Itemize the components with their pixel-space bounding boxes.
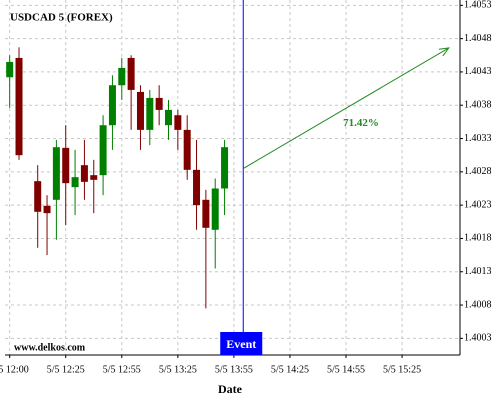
- y-tick-label: 1.4003: [464, 333, 492, 344]
- event-box: [220, 332, 263, 355]
- x-tick-label: 5/5 14:55: [327, 364, 365, 375]
- candle-body: [6, 61, 14, 78]
- x-tick-label: 5/5 13:25: [159, 364, 197, 375]
- y-tick-label: 1.4028: [464, 166, 492, 177]
- candle-body: [90, 175, 98, 180]
- y-tick-label: 1.4053: [464, 0, 492, 11]
- candle-body: [99, 125, 107, 176]
- x-tick-label: 5/5 14:25: [271, 364, 309, 375]
- candle-body: [43, 205, 51, 214]
- x-tick-label: 5/5 15:25: [383, 364, 421, 375]
- y-tick-label: 1.4008: [464, 299, 492, 310]
- y-tick-label: 1.4023: [464, 199, 492, 210]
- y-tick-label: 1.4048: [464, 33, 492, 44]
- candle-body: [118, 67, 126, 86]
- y-tick-label: 1.4043: [464, 66, 492, 77]
- candle-body: [211, 188, 219, 230]
- x-tick-label: 5/5 12:00: [0, 364, 29, 375]
- projection-arrow: [242, 47, 450, 169]
- watermark: www.delkos.com: [14, 342, 86, 353]
- x-tick-label: 5/5 13:55: [215, 364, 253, 375]
- y-tick-label: 1.4033: [464, 133, 492, 144]
- candle-body: [146, 97, 154, 130]
- arrow-head: [438, 47, 450, 57]
- candle-body: [80, 165, 88, 182]
- candle-body: [174, 115, 182, 130]
- y-tick-label: 1.4018: [464, 233, 492, 244]
- candle-body: [34, 181, 42, 212]
- candle-body: [127, 57, 135, 90]
- arrow-label: 71.42%: [343, 117, 379, 129]
- y-tick-label: 1.4038: [464, 100, 492, 111]
- candle-body: [136, 91, 144, 130]
- x-tick-label: 5/5 12:55: [103, 364, 141, 375]
- event-label: Event: [226, 337, 256, 351]
- candle-body: [71, 177, 79, 188]
- y-tick-label: 1.4013: [464, 266, 492, 277]
- candle-body: [221, 147, 229, 189]
- candle-body: [155, 97, 163, 110]
- candle-body: [202, 199, 210, 228]
- candle-body: [62, 147, 70, 184]
- x-tick-label: 5/5 12:25: [47, 364, 85, 375]
- candle-body: [52, 147, 60, 200]
- candle-body: [193, 169, 201, 206]
- candle-body: [108, 85, 116, 126]
- chart-title: USDCAD 5 (FOREX): [10, 12, 113, 24]
- candle-body: [183, 129, 191, 170]
- candle-body: [15, 57, 23, 156]
- x-axis-label: Date: [218, 382, 243, 396]
- candle-body: [165, 109, 173, 126]
